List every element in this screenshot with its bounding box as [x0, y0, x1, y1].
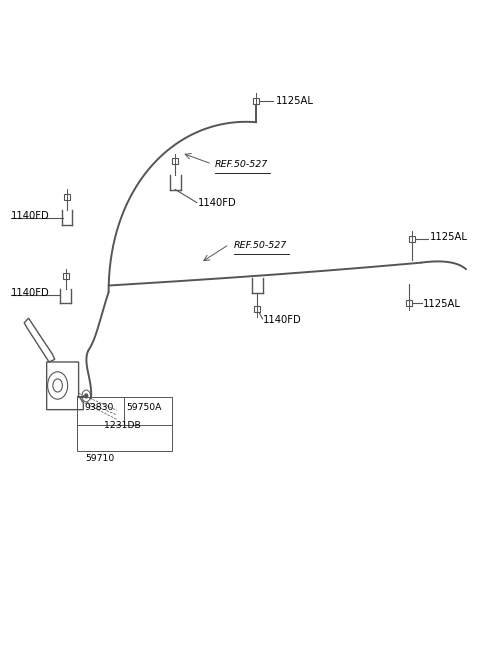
Text: 1125AL: 1125AL: [423, 299, 461, 309]
Text: REF.50-527: REF.50-527: [234, 241, 287, 249]
Text: 1231DB: 1231DB: [104, 422, 141, 430]
Text: 1125AL: 1125AL: [276, 96, 314, 106]
Text: 1140FD: 1140FD: [11, 211, 49, 220]
Text: 93830: 93830: [85, 403, 114, 412]
Text: 1125AL: 1125AL: [430, 232, 468, 241]
Text: 1140FD: 1140FD: [263, 314, 301, 325]
Text: 59750A: 59750A: [126, 403, 162, 412]
Bar: [77, 397, 172, 451]
Text: 1140FD: 1140FD: [198, 197, 237, 207]
Text: 1140FD: 1140FD: [11, 289, 49, 298]
Text: 59710: 59710: [85, 454, 114, 463]
Text: REF.50-527: REF.50-527: [215, 160, 268, 169]
Circle shape: [85, 394, 88, 398]
